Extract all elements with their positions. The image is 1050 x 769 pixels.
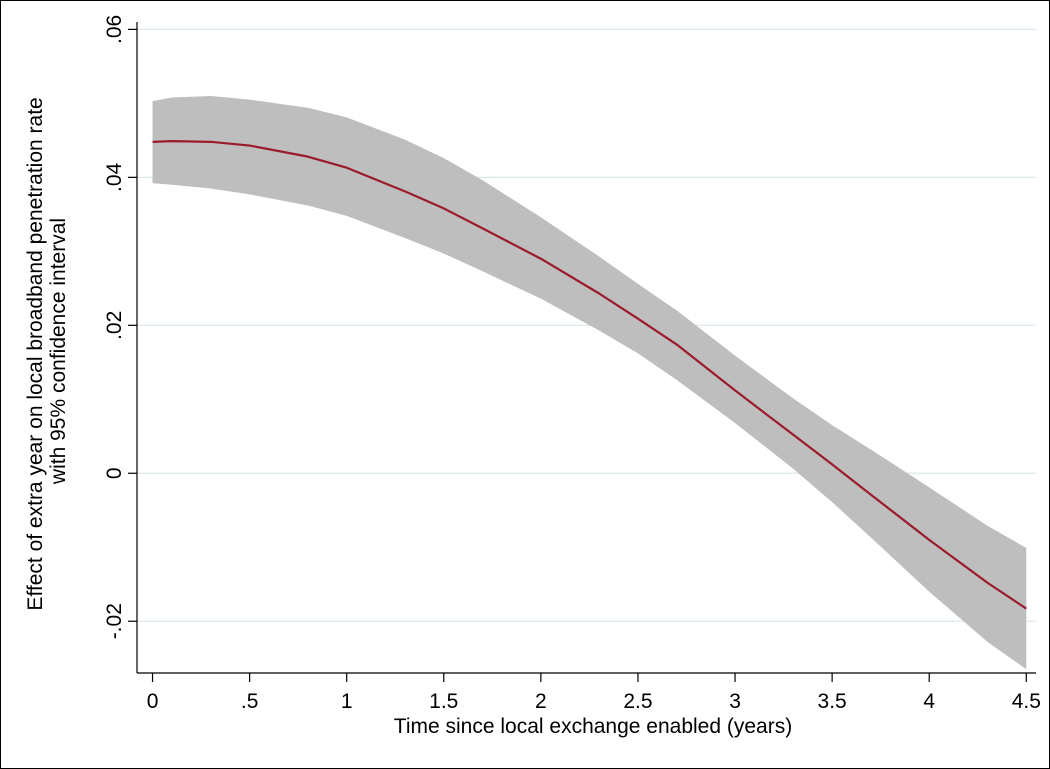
axis-layer (136, 22, 1036, 674)
confidence-band-layer (152, 95, 1027, 670)
x-tick-label-4.5: 4.5 (1012, 690, 1041, 713)
x-tick-label-4: 4 (923, 690, 935, 713)
x-tick-label-2.5: 2.5 (623, 690, 652, 713)
tick-layer: 0 .5 1 1.5 2 2.5 3 3.5 4 4.5 -.02 0 .02 .04 .06 (103, 15, 1041, 713)
x-tick-label-3.5: 3.5 (818, 690, 847, 713)
x-tick-label-.5: .5 (241, 690, 259, 713)
x-axis-title: Time since local exchange enabled (years… (394, 715, 792, 738)
confidence-band (152, 95, 1027, 670)
x-tick-label-1.5: 1.5 (429, 690, 458, 713)
x-tick-label-3: 3 (729, 690, 741, 713)
y-tick-label--.02: -.02 (103, 603, 126, 639)
y-tick-label-.04: .04 (103, 162, 126, 192)
y-tick-label-.06: .06 (103, 15, 126, 44)
x-tick-label-1: 1 (341, 690, 353, 713)
y-tick-label-0: 0 (103, 467, 126, 479)
x-tick-label-0: 0 (147, 690, 159, 713)
y-tick-label-.02: .02 (103, 311, 126, 340)
estimate-line-layer (152, 140, 1027, 610)
y-axis-title-line-2: with 95% confidence interval (47, 218, 70, 485)
y-axis-title: Effect of extra year on local broadband … (24, 91, 70, 610)
estimate-line (152, 140, 1027, 610)
y-axis-title-line-1: Effect of extra year on local broadband … (24, 97, 47, 610)
x-tick-label-2: 2 (535, 690, 547, 713)
